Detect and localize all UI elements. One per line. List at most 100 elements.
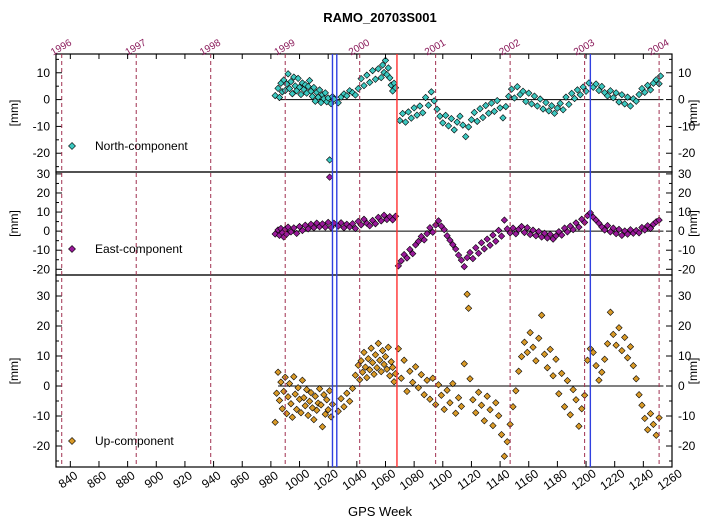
y-tick-label: 20 xyxy=(37,186,51,200)
data-point xyxy=(589,348,597,357)
data-point xyxy=(404,108,413,116)
data-point xyxy=(555,390,563,398)
data-point xyxy=(545,107,553,115)
data-point xyxy=(377,217,385,225)
data-point xyxy=(317,401,325,409)
data-point xyxy=(315,86,324,94)
x-tick-label: 880 xyxy=(113,468,138,491)
data-point xyxy=(522,97,530,106)
data-point xyxy=(456,112,464,120)
legend-marker xyxy=(68,437,76,445)
data-point xyxy=(552,232,560,240)
data-point xyxy=(523,348,531,357)
data-point xyxy=(363,373,371,382)
data-point xyxy=(274,368,282,376)
data-point xyxy=(520,338,529,346)
data-point xyxy=(573,86,582,94)
data-point xyxy=(434,381,443,389)
data-point xyxy=(409,250,417,258)
data-point xyxy=(652,76,660,84)
data-point xyxy=(274,84,282,92)
data-point xyxy=(340,403,348,411)
data-point xyxy=(626,343,635,351)
data-point xyxy=(318,423,327,431)
data-point xyxy=(443,232,451,240)
data-point xyxy=(470,108,478,117)
data-point xyxy=(495,226,503,234)
y-tick-label-right: -20 xyxy=(678,146,696,160)
data-point xyxy=(285,379,294,388)
data-point xyxy=(635,229,643,237)
data-point xyxy=(427,88,435,96)
data-point xyxy=(433,105,441,113)
x-tick-label: 1040 xyxy=(340,466,370,493)
data-point xyxy=(278,405,286,413)
data-point xyxy=(540,229,549,237)
data-point xyxy=(621,333,629,342)
data-point xyxy=(466,248,474,257)
data-point xyxy=(463,290,471,298)
data-point xyxy=(492,399,500,407)
data-point xyxy=(321,223,329,231)
data-point xyxy=(644,426,652,434)
data-point xyxy=(271,418,279,426)
y-tick-label-right: 20 xyxy=(678,186,692,200)
y-tick-label: -20 xyxy=(33,262,51,276)
data-point xyxy=(529,226,537,234)
data-point xyxy=(606,308,615,316)
data-point xyxy=(437,391,445,399)
data-point xyxy=(447,115,456,123)
data-point xyxy=(413,111,421,119)
data-point xyxy=(410,104,418,112)
data-point xyxy=(539,105,547,113)
data-point xyxy=(374,65,382,73)
data-point xyxy=(497,430,506,439)
data-point xyxy=(275,396,284,405)
data-point xyxy=(486,241,494,249)
data-point xyxy=(378,346,387,355)
data-point xyxy=(529,343,537,351)
data-point xyxy=(407,114,415,122)
data-point xyxy=(277,378,285,386)
data-point xyxy=(358,368,367,376)
data-point xyxy=(483,392,491,400)
legend-label: East-component xyxy=(95,242,183,256)
data-point xyxy=(532,232,540,240)
data-point xyxy=(311,392,319,400)
data-point xyxy=(452,245,460,253)
y-tick-label-right: 10 xyxy=(678,349,692,363)
data-point xyxy=(463,254,471,262)
data-point xyxy=(503,225,511,233)
data-point xyxy=(411,363,420,371)
data-point xyxy=(552,355,560,363)
data-point xyxy=(474,388,483,396)
data-point xyxy=(641,88,649,96)
data-point xyxy=(423,229,431,238)
data-point xyxy=(366,366,374,374)
x-tick-label: 1180 xyxy=(541,466,570,492)
data-point xyxy=(466,375,474,383)
data-point xyxy=(520,228,529,237)
data-point xyxy=(439,119,447,127)
y-tick-label-right: -10 xyxy=(678,119,696,133)
data-point xyxy=(457,256,466,264)
data-point xyxy=(386,74,394,82)
data-point xyxy=(298,226,307,235)
data-point xyxy=(562,93,570,101)
data-point xyxy=(376,356,384,364)
y-tick-label: 0 xyxy=(43,224,50,238)
data-point xyxy=(467,116,476,124)
data-point xyxy=(560,403,569,411)
data-point xyxy=(536,95,544,103)
y-tick-label: 20 xyxy=(37,319,51,333)
legend-label: North-component xyxy=(95,139,188,153)
data-point xyxy=(364,355,372,363)
data-point xyxy=(320,391,328,399)
data-point xyxy=(436,112,444,120)
data-point xyxy=(646,224,655,233)
legend-marker xyxy=(68,142,76,150)
data-point xyxy=(310,224,318,232)
data-point xyxy=(380,211,388,219)
data-point xyxy=(324,218,332,226)
data-point xyxy=(361,363,370,371)
